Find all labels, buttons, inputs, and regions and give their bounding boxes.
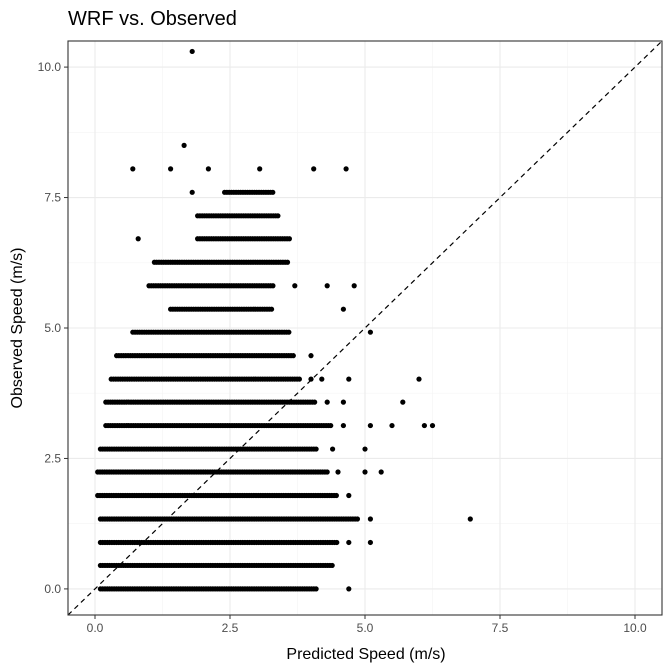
- x-axis: 0.0 2.5 5.0 7.5 10.0: [87, 615, 647, 635]
- data-point: [308, 353, 314, 359]
- x-axis-title: Predicted Speed (m/s): [286, 646, 445, 663]
- x-tick-label: 0.0: [87, 621, 104, 635]
- data-point: [354, 516, 361, 522]
- data-point: [270, 189, 276, 195]
- data-point: [189, 48, 195, 55]
- data-point: [181, 142, 187, 148]
- y-tick-label: 2.5: [44, 451, 61, 465]
- data-point: [257, 166, 263, 172]
- data-point: [351, 283, 357, 289]
- data-point: [205, 166, 211, 172]
- data-point: [343, 166, 349, 172]
- data-point: [389, 422, 395, 429]
- data-point: [308, 376, 314, 382]
- data-point: [275, 213, 281, 219]
- data-point: [135, 236, 141, 242]
- data-point: [286, 236, 292, 242]
- y-axis: 0.0 2.5 5.0 7.5 10.0: [38, 60, 68, 596]
- data-point: [313, 446, 319, 452]
- data-point: [284, 259, 291, 265]
- y-axis-title: Observed Speed (m/s): [9, 248, 26, 409]
- x-tick-label: 5.0: [357, 621, 374, 635]
- data-point: [362, 469, 368, 475]
- data-point: [130, 166, 136, 172]
- data-point: [312, 399, 318, 405]
- data-point: [324, 283, 330, 289]
- data-point: [346, 539, 352, 546]
- data-point: [328, 422, 334, 429]
- y-tick-label: 5.0: [44, 321, 61, 335]
- data-point: [378, 469, 384, 475]
- data-point: [400, 399, 406, 405]
- x-tick-label: 7.5: [492, 621, 509, 635]
- data-point: [270, 283, 276, 289]
- data-point: [340, 306, 346, 312]
- data-point: [319, 376, 325, 382]
- data-point: [313, 586, 319, 592]
- data-point: [416, 376, 422, 382]
- data-point: [329, 562, 335, 569]
- data-point: [324, 469, 330, 475]
- data-point: [340, 422, 346, 429]
- data-point: [335, 469, 341, 475]
- data-point: [311, 166, 317, 172]
- data-point: [290, 353, 296, 359]
- data-point: [346, 376, 352, 382]
- data-point: [340, 399, 346, 405]
- data-point: [324, 399, 330, 405]
- data-point: [421, 422, 427, 429]
- y-tick-label: 0.0: [44, 582, 61, 596]
- y-tick-label: 7.5: [44, 191, 61, 205]
- data-point: [292, 283, 298, 289]
- data-point: [467, 516, 473, 522]
- chart-title: WRF vs. Observed: [68, 8, 237, 30]
- data-point: [346, 586, 352, 592]
- data-point: [429, 422, 436, 429]
- data-point: [286, 329, 292, 335]
- data-point: [168, 166, 174, 172]
- data-point: [333, 492, 339, 499]
- data-point: [362, 446, 368, 452]
- data-point: [367, 516, 373, 522]
- data-point: [367, 422, 373, 429]
- data-point: [189, 189, 195, 195]
- data-point: [296, 376, 302, 382]
- data-point: [367, 329, 373, 335]
- data-point: [346, 492, 352, 499]
- data-point: [268, 306, 275, 312]
- x-tick-label: 2.5: [222, 621, 239, 635]
- data-point: [330, 446, 336, 452]
- x-tick-label: 10.0: [623, 621, 647, 635]
- data-points: [95, 48, 473, 592]
- y-tick-label: 10.0: [38, 60, 62, 74]
- data-point: [367, 539, 373, 546]
- data-point: [334, 539, 340, 546]
